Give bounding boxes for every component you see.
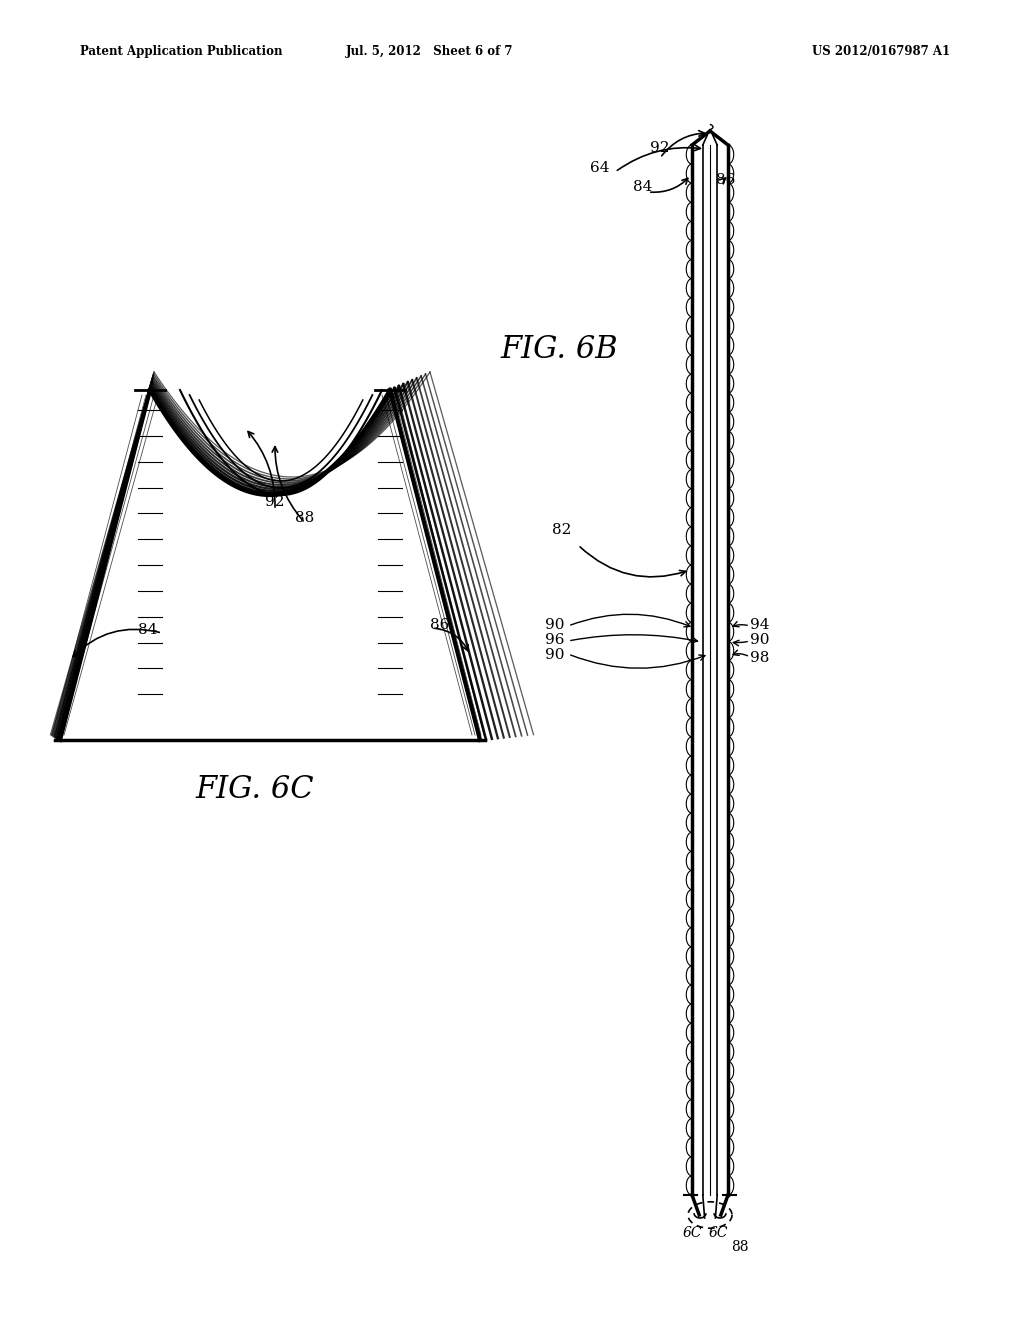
Text: 94: 94	[751, 618, 770, 632]
Text: 92: 92	[265, 495, 285, 510]
Text: 6C: 6C	[709, 1226, 728, 1239]
Text: 86: 86	[717, 173, 735, 187]
Text: Jul. 5, 2012   Sheet 6 of 7: Jul. 5, 2012 Sheet 6 of 7	[346, 45, 514, 58]
Text: 96: 96	[545, 634, 565, 647]
Text: US 2012/0167987 A1: US 2012/0167987 A1	[812, 45, 950, 58]
Text: FIG. 6C: FIG. 6C	[195, 775, 313, 805]
Text: 90: 90	[545, 648, 565, 663]
Text: 88: 88	[731, 1239, 749, 1254]
Text: 82: 82	[552, 523, 571, 537]
Text: 6C: 6C	[682, 1226, 701, 1239]
Text: FIG. 6B: FIG. 6B	[500, 334, 617, 366]
Text: Patent Application Publication: Patent Application Publication	[80, 45, 283, 58]
Text: 90: 90	[545, 618, 565, 632]
Text: 98: 98	[751, 651, 770, 665]
Text: 90: 90	[751, 634, 770, 647]
Text: 86: 86	[430, 618, 450, 632]
Text: 64: 64	[590, 161, 609, 176]
Text: 84: 84	[633, 180, 652, 194]
Text: 84: 84	[138, 623, 158, 638]
Text: 92: 92	[650, 141, 670, 154]
Text: 88: 88	[295, 511, 314, 525]
